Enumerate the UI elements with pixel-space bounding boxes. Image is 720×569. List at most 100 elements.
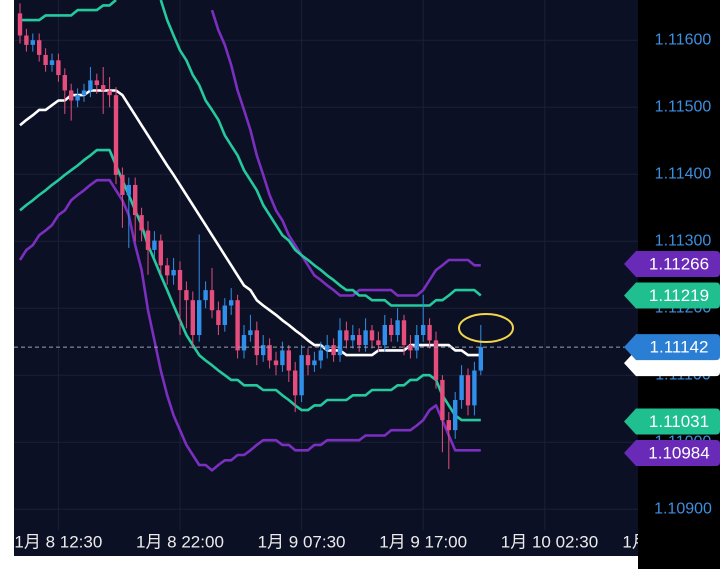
candle-body xyxy=(344,330,349,341)
candle-body xyxy=(37,40,42,55)
candle-body xyxy=(171,270,176,276)
candle-body xyxy=(62,75,67,91)
candle-body xyxy=(94,80,99,86)
candle-body xyxy=(113,95,119,175)
price-tag xyxy=(624,282,720,309)
candle-body xyxy=(49,60,55,65)
candle-body xyxy=(203,290,208,301)
candle-body xyxy=(222,305,227,325)
candle-body xyxy=(337,330,343,356)
candle-body xyxy=(446,420,451,431)
candle-body xyxy=(331,345,336,356)
candle-body xyxy=(433,340,439,380)
candle-body xyxy=(158,240,163,266)
candle-body xyxy=(24,35,29,45)
candle-body xyxy=(216,310,221,325)
price-tag-label: 1.10984 xyxy=(648,443,709,462)
candle-body xyxy=(395,320,400,336)
candle-body xyxy=(363,330,368,346)
x-tick-label: 1月 10 02:30 xyxy=(501,532,598,551)
price-tag xyxy=(624,408,720,435)
candle-body xyxy=(376,340,381,346)
candle-body xyxy=(286,350,291,371)
price-tag-label: 1.11031 xyxy=(649,412,709,431)
candle-body xyxy=(241,335,247,351)
y-tick-label: 1.11400 xyxy=(655,165,712,182)
price-tag xyxy=(624,250,720,277)
band-line xyxy=(18,178,481,472)
candle-body xyxy=(280,350,285,366)
candle-body xyxy=(408,345,413,351)
candle-body xyxy=(421,324,426,336)
price-tag xyxy=(624,439,720,466)
candle-body xyxy=(88,80,93,91)
y-tick-label: 1.10900 xyxy=(654,500,712,517)
candle-body xyxy=(299,355,304,396)
candle-body xyxy=(209,290,215,311)
candle-body xyxy=(401,320,407,346)
band-line xyxy=(20,0,482,307)
candle-body xyxy=(254,330,259,356)
candle-body xyxy=(472,370,477,406)
candle-body xyxy=(139,215,144,231)
candle-body xyxy=(56,60,61,76)
y-tick-label: 1.11300 xyxy=(655,232,712,249)
candle-body xyxy=(427,324,432,341)
candle-body xyxy=(305,355,311,366)
candle-body xyxy=(478,347,483,371)
candle-body xyxy=(81,90,87,96)
candle-body xyxy=(17,13,23,36)
candle-body xyxy=(30,40,35,45)
price-tags: 1.11266 1.11219 1.11031 1.10984 1.11142 xyxy=(624,250,720,466)
x-tick-label: 1月 8 22:00 xyxy=(136,532,224,551)
candle-body xyxy=(382,324,387,346)
candle-body xyxy=(101,85,106,91)
price-tag-label: 1.11142 xyxy=(650,338,709,357)
candle-body xyxy=(165,265,170,276)
candle-body xyxy=(133,184,138,216)
candle-body xyxy=(197,300,202,336)
candle-body xyxy=(126,184,131,195)
highlight-circle xyxy=(458,313,514,343)
candle-body xyxy=(267,345,272,361)
x-tick-label: 1月 8 12:30 xyxy=(14,532,102,551)
candle-body xyxy=(43,54,48,65)
price-tag-label: 1.11266 xyxy=(649,254,709,273)
candle-body xyxy=(369,330,375,341)
candle-body xyxy=(75,95,80,101)
candle-body xyxy=(152,240,157,250)
candle-body xyxy=(312,360,317,366)
candle-body xyxy=(235,300,240,351)
candle-body xyxy=(357,335,362,346)
candle-body xyxy=(69,90,74,101)
candle-body xyxy=(325,345,330,351)
plot xyxy=(14,0,638,472)
candle-body xyxy=(350,335,355,341)
candle-body xyxy=(229,300,234,306)
candle-body xyxy=(459,375,464,401)
candle-body xyxy=(190,300,195,336)
candle-body xyxy=(389,324,394,336)
candle-body xyxy=(107,90,112,96)
candle-body xyxy=(120,174,125,195)
candle-body xyxy=(318,350,323,361)
candle-body xyxy=(145,230,151,250)
band-line xyxy=(19,148,481,422)
band-line xyxy=(210,9,481,297)
candle-body xyxy=(465,375,471,406)
x-tick-label: 1月 9 07:30 xyxy=(258,532,346,551)
candle-body xyxy=(453,400,458,431)
candle-body xyxy=(261,345,266,356)
candle-body xyxy=(414,335,419,351)
chart-background xyxy=(14,0,720,556)
y-tick-label: 1.11600 xyxy=(655,31,712,48)
candle-body xyxy=(184,290,189,301)
x-tick-label: 1月 9 17:00 xyxy=(379,532,467,551)
candle-body xyxy=(293,370,298,396)
candle-body xyxy=(273,360,279,366)
y-tick-label: 1.11500 xyxy=(655,98,712,115)
price-tag xyxy=(624,334,720,361)
candle-body xyxy=(177,270,183,291)
